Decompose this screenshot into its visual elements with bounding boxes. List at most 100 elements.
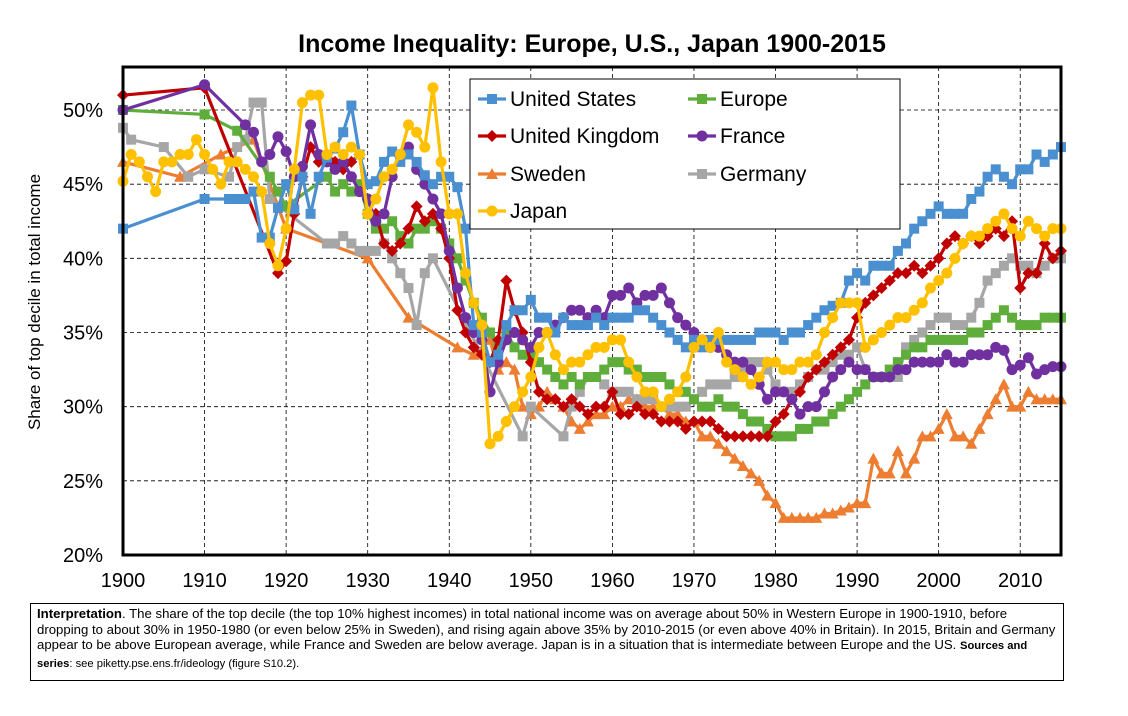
data-point-france — [672, 312, 684, 324]
data-point-japan — [207, 163, 219, 175]
data-point-united-states — [892, 245, 903, 256]
data-point-united-states — [729, 334, 740, 345]
data-point-europe — [354, 179, 365, 190]
data-point-sweden — [753, 474, 766, 486]
data-point-sweden — [940, 408, 953, 420]
data-point-germany — [892, 372, 903, 382]
data-point-united-states — [289, 204, 300, 215]
data-point-united-states — [860, 275, 871, 286]
data-point-united-kingdom — [867, 289, 880, 302]
data-point-japan — [721, 356, 733, 368]
data-point-united-kingdom — [891, 267, 904, 280]
data-point-sweden — [875, 467, 888, 479]
data-point-united-states — [305, 208, 316, 219]
data-point-united-kingdom — [565, 393, 578, 406]
data-point-germany — [395, 268, 406, 279]
data-point-france — [924, 356, 936, 368]
data-point-europe — [990, 312, 1001, 323]
data-point-europe — [517, 349, 528, 360]
data-point-sweden — [663, 408, 676, 420]
data-point-france — [264, 149, 276, 160]
data-point-france — [533, 327, 545, 338]
data-point-germany — [819, 364, 830, 375]
data-point-united-kingdom — [639, 408, 652, 421]
legend-swatch-marker — [486, 205, 498, 217]
data-point-united-kingdom — [467, 341, 480, 354]
data-point-europe — [966, 327, 977, 338]
data-point-germany — [354, 245, 365, 256]
data-point-france — [248, 126, 260, 138]
data-point-sweden — [785, 511, 798, 523]
data-point-united-states — [819, 305, 830, 316]
data-point-europe — [370, 223, 381, 234]
data-point-united-states — [599, 320, 610, 331]
legend-swatch-marker — [486, 130, 498, 142]
data-point-germany — [672, 401, 683, 412]
data-point-united-kingdom — [671, 415, 684, 428]
data-point-germany — [737, 364, 748, 375]
data-point-united-kingdom — [679, 422, 692, 435]
data-point-united-kingdom — [500, 274, 513, 287]
data-point-united-states — [688, 334, 699, 345]
y-axis-label: Share of top decile in total income — [25, 174, 44, 430]
plot-area-border — [121, 65, 1063, 557]
data-point-united-states — [240, 194, 251, 204]
data-point-france — [794, 408, 806, 420]
data-point-germany — [949, 320, 960, 331]
data-point-united-states — [949, 208, 960, 219]
data-point-france — [606, 289, 618, 301]
data-point-europe — [427, 216, 438, 227]
data-point-japan — [166, 156, 178, 168]
data-point-united-kingdom — [647, 408, 660, 421]
data-point-france — [419, 178, 431, 190]
data-point-germany — [974, 297, 985, 308]
data-point-united-states — [664, 327, 675, 338]
data-point-germany — [762, 364, 773, 375]
data-point-japan — [223, 156, 235, 168]
data-point-japan — [827, 312, 839, 324]
data-point-germany — [525, 401, 536, 412]
legend-label: United Kingdom — [510, 125, 659, 148]
data-point-united-kingdom — [875, 282, 888, 294]
data-point-united-states — [485, 357, 496, 368]
data-point-united-kingdom — [932, 252, 945, 265]
data-point-sweden — [361, 252, 374, 264]
data-point-sweden — [712, 437, 725, 449]
data-point-united-kingdom — [1022, 267, 1035, 280]
data-point-france — [1014, 359, 1026, 371]
data-point-sweden — [900, 467, 913, 479]
data-point-sweden — [851, 497, 864, 509]
data-point-japan — [174, 149, 186, 160]
data-point-united-kingdom — [745, 430, 758, 443]
data-point-japan — [957, 238, 969, 249]
legend-swatch-marker — [697, 94, 707, 104]
data-point-europe — [656, 372, 667, 382]
data-point-united-states — [427, 179, 438, 190]
data-point-france — [957, 356, 969, 368]
data-point-europe — [550, 372, 561, 382]
data-point-united-states — [501, 320, 512, 331]
data-point-united-states — [574, 320, 585, 331]
data-point-europe — [778, 431, 789, 442]
data-point-europe — [811, 416, 822, 427]
data-point-united-states — [297, 171, 308, 182]
data-point-europe — [411, 223, 422, 234]
data-point-united-states — [998, 171, 1009, 182]
data-point-japan — [859, 341, 871, 353]
data-point-europe — [762, 423, 773, 434]
legend-label: United States — [510, 88, 636, 111]
x-tick-label: 1960 — [590, 570, 635, 592]
data-point-japan — [484, 438, 496, 450]
data-point-united-states — [770, 327, 781, 338]
y-tick-label: 45% — [63, 174, 103, 196]
data-point-sweden — [500, 356, 513, 368]
data-point-united-states — [370, 176, 381, 187]
data-point-united-states — [582, 320, 593, 331]
data-point-sweden — [769, 497, 782, 509]
data-point-japan — [982, 223, 994, 235]
data-point-united-states — [607, 312, 618, 323]
data-point-europe — [803, 423, 814, 434]
data-point-europe — [949, 334, 960, 345]
data-point-germany — [126, 134, 137, 145]
data-point-germany — [248, 97, 259, 108]
